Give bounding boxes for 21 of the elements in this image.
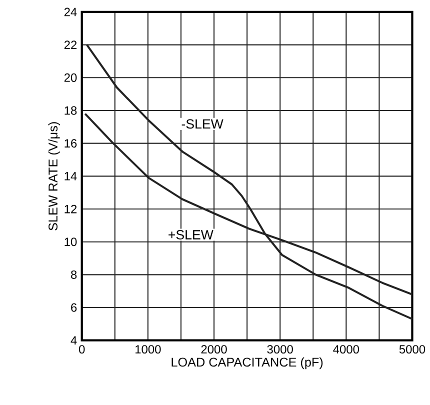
- y-tick-label: 20: [64, 73, 77, 82]
- y-tick-label: 24: [64, 8, 77, 16]
- x-tick-label: 1000: [136, 344, 161, 354]
- x-tick-label: 4000: [333, 344, 360, 354]
- x-tick-label: 0: [78, 344, 85, 354]
- y-tick-label: 18: [64, 106, 77, 115]
- series-label: -SLEW: [182, 119, 224, 129]
- y-tick-label: 8: [71, 270, 77, 279]
- x-tick-label: 5000: [399, 344, 426, 354]
- y-tick-label: 10: [64, 237, 77, 246]
- x-tick-label: 3000: [267, 344, 293, 354]
- x-axis-title: LOAD CAPACITANCE (pF): [172, 357, 323, 370]
- y-tick-label: 14: [64, 172, 77, 180]
- x-tick-label: 2000: [201, 344, 227, 354]
- y-tick-label: 16: [64, 138, 77, 148]
- y-axis-title: SLEW RATE (V/μs): [48, 122, 60, 230]
- series-label: +SLEW: [168, 230, 214, 240]
- y-tick-label: 6: [71, 303, 77, 312]
- y-tick-label: 4: [70, 336, 77, 344]
- y-tick-label: 12: [64, 204, 77, 214]
- y-tick-label: 22: [64, 40, 77, 49]
